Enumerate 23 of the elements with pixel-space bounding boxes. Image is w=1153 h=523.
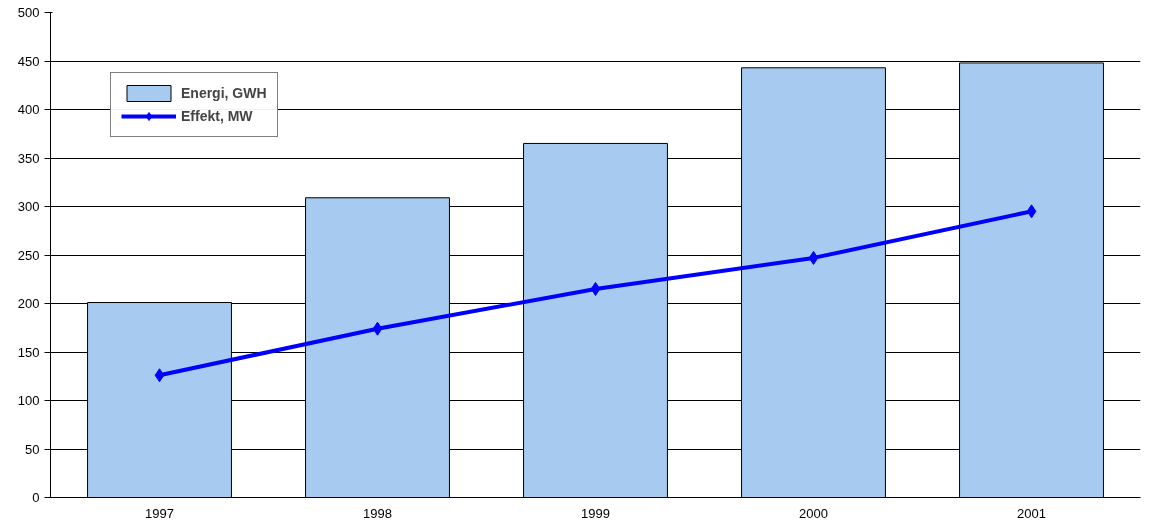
x-tick-label: 1999 xyxy=(581,505,610,521)
x-tick-label: 2000 xyxy=(799,505,828,521)
y-tick-label: 350 xyxy=(17,150,40,166)
y-tick-label: 200 xyxy=(17,296,40,311)
y-tick-label: 50 xyxy=(25,441,40,457)
point xyxy=(154,368,165,383)
point xyxy=(590,281,601,296)
legend-label: Energi, GWH xyxy=(181,85,267,101)
point xyxy=(808,250,819,265)
point xyxy=(1026,204,1037,219)
legend-label: Effekt, MW xyxy=(181,108,253,124)
y-tick-label: 0 xyxy=(32,490,40,505)
y-tick-label: 450 xyxy=(17,53,40,69)
y-tick-label: 250 xyxy=(17,247,40,263)
y-tick-label: 100 xyxy=(17,393,40,408)
x-tick-label: 1997 xyxy=(145,505,174,521)
point xyxy=(372,321,383,336)
y-tick-label: 150 xyxy=(17,344,40,360)
y-tick-label: 500 xyxy=(17,5,40,20)
y-tick-label: 300 xyxy=(17,199,40,214)
x-tick-label: 2001 xyxy=(1017,505,1046,521)
y-tick-label: 400 xyxy=(17,102,40,117)
x-tick-label: 1998 xyxy=(363,505,392,521)
